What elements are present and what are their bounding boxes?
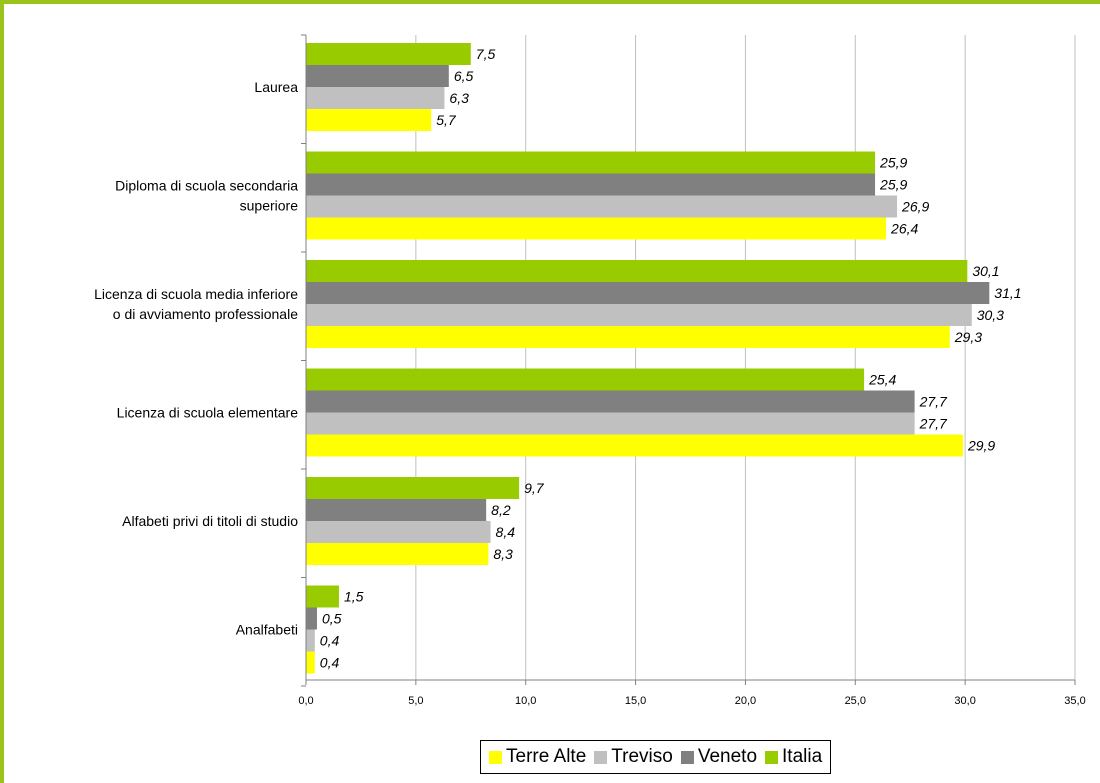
- bar-terre-alte: [306, 434, 963, 457]
- data-label-terre-alte: 29,9: [967, 438, 995, 454]
- x-tick-label: 0,0: [298, 695, 313, 707]
- data-label-treviso: 8,4: [496, 524, 516, 540]
- category-label: Diploma di scuola secondaria: [115, 178, 298, 194]
- x-tick-label: 30,0: [954, 695, 975, 707]
- category-label: Analfabeti: [236, 622, 298, 638]
- legend-swatch-veneto: [680, 750, 694, 764]
- bar-treviso: [306, 304, 972, 326]
- data-label-terre-alte: 8,3: [493, 546, 513, 562]
- bar-terre-alte: [306, 326, 950, 348]
- chart-legend: Terre Alte Treviso Veneto Italia: [480, 740, 832, 774]
- data-label-veneto: 31,1: [994, 285, 1021, 301]
- data-label-italia: 25,9: [879, 155, 907, 171]
- legend-item-veneto: Veneto: [680, 746, 758, 768]
- data-label-treviso: 26,9: [901, 199, 929, 215]
- x-tick-label: 35,0: [1064, 695, 1085, 707]
- bar-italia: [306, 151, 876, 174]
- legend-item-treviso: Treviso: [594, 746, 673, 768]
- x-tick-label: 20,0: [735, 695, 756, 707]
- bar-veneto: [306, 607, 317, 630]
- data-label-terre-alte: 29,3: [954, 329, 982, 345]
- category-label: superiore: [240, 198, 299, 214]
- legend-label-treviso: Treviso: [611, 746, 673, 767]
- data-label-terre-alte: 5,7: [436, 112, 457, 128]
- bar-treviso: [306, 521, 491, 543]
- data-label-treviso: 27,7: [919, 416, 948, 432]
- data-label-terre-alte: 26,4: [890, 221, 918, 237]
- bar-chart: 0,0 5,0 10,0 15,0 20,0 25,0 30,0 35,0 5,7 6,3 6,57…: [94, 34, 1086, 707]
- legend-swatch-treviso: [594, 750, 608, 764]
- bar-italia: [306, 43, 471, 65]
- legend-label-italia: Italia: [782, 746, 823, 767]
- category-label: Alfabeti privi di titoli di studio: [122, 513, 298, 529]
- bar-veneto: [306, 65, 449, 87]
- category-label: Licenza di scuola media inferiore: [94, 286, 298, 302]
- data-label-veneto: 8,2: [491, 502, 511, 518]
- data-label-italia: 30,1: [972, 263, 999, 279]
- bar-treviso: [306, 195, 898, 218]
- legend-item-terre-alte: Terre Alte: [489, 746, 586, 768]
- data-label-veneto: 6,5: [454, 68, 474, 84]
- bar-terre-alte: [306, 651, 315, 674]
- x-tick-label: 15,0: [625, 695, 646, 707]
- category-label: Licenza di scuola elementare: [117, 405, 299, 421]
- category-label: Laurea: [254, 79, 298, 95]
- bar-terre-alte: [306, 109, 432, 131]
- bar-veneto: [306, 499, 487, 521]
- legend-label-terre-alte: Terre Alte: [506, 746, 587, 767]
- data-label-italia: 7,5: [476, 46, 496, 62]
- data-label-veneto: 0,5: [322, 611, 342, 627]
- data-label-italia: 25,4: [868, 372, 896, 388]
- legend-swatch-terre-alte: [489, 750, 502, 764]
- bar-italia: [306, 368, 865, 391]
- legend-item-italia: Italia: [765, 746, 822, 768]
- bar-treviso: [306, 87, 445, 109]
- bar-italia: [306, 260, 968, 282]
- data-label-terre-alte: 0,4: [320, 655, 340, 671]
- x-tick-label: 5,0: [408, 695, 423, 707]
- data-label-veneto: 27,7: [919, 394, 948, 410]
- category-label: o di avviamento professionale: [113, 306, 298, 322]
- bar-veneto: [306, 390, 915, 413]
- bar-veneto: [306, 173, 876, 196]
- x-tick-label: 10,0: [515, 695, 536, 707]
- data-label-veneto: 25,9: [879, 177, 907, 193]
- bar-treviso: [306, 412, 915, 435]
- x-tick-label: 25,0: [845, 695, 866, 707]
- bar-italia: [306, 477, 520, 499]
- data-label-italia: 9,7: [524, 480, 545, 496]
- bar-terre-alte: [306, 217, 887, 240]
- legend-swatch-italia: [765, 750, 779, 764]
- data-label-treviso: 30,3: [977, 307, 1004, 323]
- data-label-treviso: 6,3: [449, 90, 469, 106]
- bar-veneto: [306, 282, 990, 304]
- data-label-italia: 1,5: [344, 589, 364, 605]
- bar-treviso: [306, 629, 315, 652]
- data-label-treviso: 0,4: [320, 633, 340, 649]
- bar-italia: [306, 585, 339, 608]
- legend-label-veneto: Veneto: [697, 746, 758, 767]
- bar-terre-alte: [306, 543, 489, 565]
